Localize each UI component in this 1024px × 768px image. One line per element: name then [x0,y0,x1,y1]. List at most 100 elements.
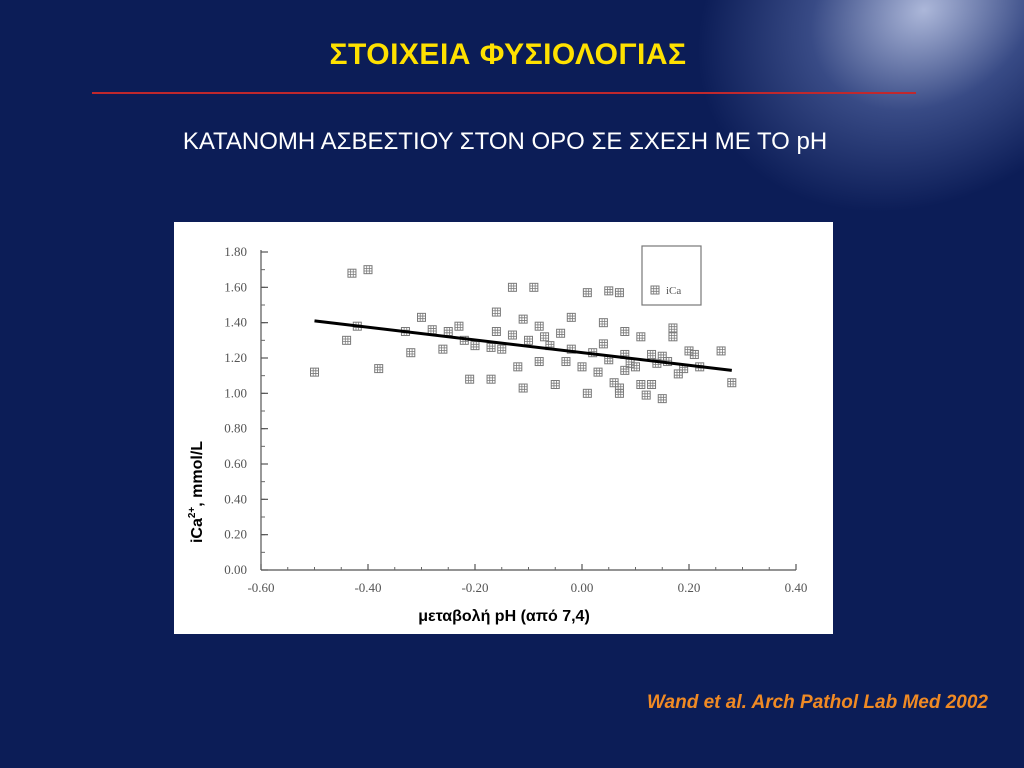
data-point-box [566,312,576,322]
y-tick-label: 0.40 [224,491,247,506]
data-point-box [443,327,453,336]
data-point-box [657,394,667,404]
data-point-box [668,332,678,342]
data-point-grid [364,265,372,274]
data-point-grid [636,332,645,341]
data-point-box [609,378,619,388]
y-tick-label: 0.00 [224,562,247,577]
data-point [593,367,603,377]
data-point-grid [524,336,533,345]
data-point-grid [535,357,544,366]
data-point [620,327,630,336]
data-point-box [417,312,426,322]
data-point [438,344,448,354]
chart-axes [260,250,797,571]
data-point [636,380,646,389]
data-point-grid [406,348,415,357]
data-point-box [614,288,624,298]
data-point [513,362,523,372]
data-point-grid [513,362,522,371]
data-point [668,323,678,333]
data-point-grid [438,345,447,354]
data-point-grid [556,329,565,338]
data-point-box [604,286,614,296]
data-point-box [518,383,528,393]
data-point-grid [545,341,554,350]
data-point-grid [567,313,576,322]
source-citation: Wand et al. Arch Pathol Lab Med 2002 [646,692,988,713]
data-point [647,349,657,359]
chart-legend: iCa [641,245,702,306]
data-point-box [374,364,384,374]
data-point-grid [508,283,517,292]
data-point [566,312,576,322]
data-point [363,265,373,275]
y-tick-label: 0.80 [224,421,247,436]
data-point-grid [647,350,656,359]
data-point [550,380,560,389]
slide-title: ΣΤΟΙΧΕΙΑ ΦΥΣΙΟΛΟΓΙΑΣ [329,38,687,71]
y-tick-labels: 0.00 0.20 0.40 0.60 0.80 1.00 1.20 1.40 1.60 1.80 [224,244,247,577]
data-point [427,325,437,335]
y-axis-label-main: iCa [189,518,206,543]
data-point [561,357,571,367]
data-point [534,321,544,331]
data-point [689,349,699,359]
data-point [507,330,517,340]
data-point [647,380,657,389]
data-point-box [593,367,603,377]
data-point [342,335,352,345]
data-point [556,328,566,338]
data-point-grid [561,357,570,366]
data-point-box [620,365,630,375]
data-point-grid [620,366,629,375]
data-point-grid [583,389,592,398]
data-point-box [641,390,651,400]
data-point [716,346,726,356]
data-point-grid [604,355,613,364]
data-point-box [427,325,437,335]
data-point-box [540,332,550,342]
data-point [529,282,539,292]
data-point-grid [465,375,474,384]
data-point-box [582,388,592,398]
y-tick-label: 1.60 [224,279,247,294]
data-point-grid [610,378,619,387]
data-point-box [727,378,737,388]
data-point [524,335,533,345]
x-tick-label: -0.60 [247,580,274,595]
data-point-box [513,362,523,372]
data-point-box [556,328,566,338]
data-point-grid [497,345,506,354]
data-point-grid [679,364,688,373]
data-point-grid [615,288,624,297]
data-point [614,288,624,298]
data-point-box [673,369,683,379]
data-point-grid [454,322,463,331]
y-tick-label: 0.60 [224,456,247,471]
data-point-box [363,265,373,275]
data-point-box [347,268,357,278]
data-point-grid [583,288,592,297]
data-point-grid [604,286,613,295]
data-point-box [614,383,624,393]
chart-panel: -0.60 -0.40 -0.20 0.00 0.20 0.40 0.00 0.20 0.40… [174,222,833,634]
data-point [614,383,624,393]
data-point [668,332,678,342]
data-point-grid [674,369,683,378]
data-point-box [470,341,480,351]
data-point-grid [690,350,699,359]
data-point-box [491,307,501,317]
data-point [486,374,496,384]
data-point-grid [685,346,693,355]
data-point [598,318,608,328]
data-point [650,285,660,295]
data-point-grid [492,308,501,317]
x-tick-label: 0.00 [571,580,594,595]
data-point-grid [471,341,479,350]
x-tick-label: -0.40 [354,580,381,595]
data-point-box [716,346,726,356]
data-point-box [631,362,640,372]
y-axis-label-unit: , mmol/L [189,441,206,507]
data-point-grid [508,331,517,340]
